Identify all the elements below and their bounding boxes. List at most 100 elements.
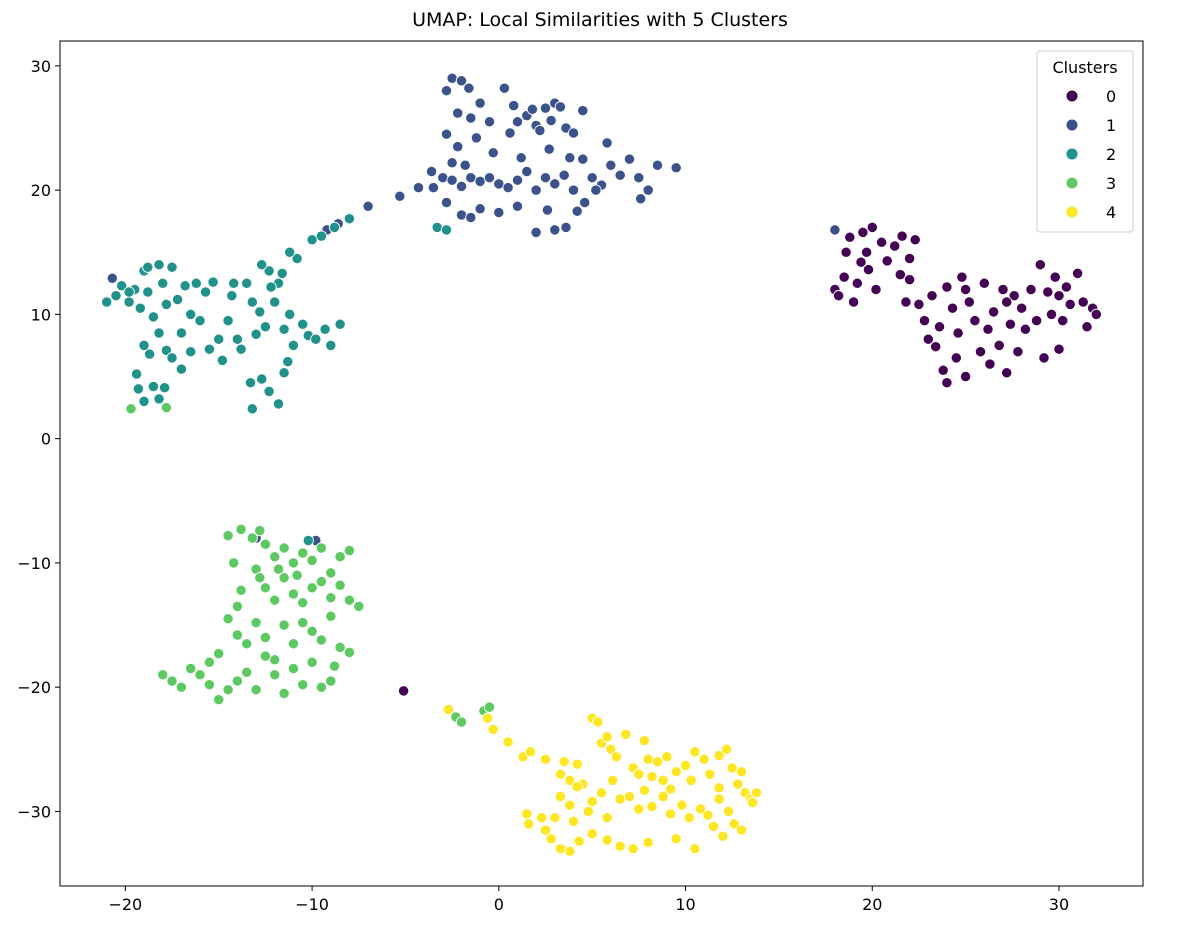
data-point-cluster-2 [115, 280, 128, 292]
data-point-cluster-4 [670, 766, 682, 778]
data-point-cluster-2 [250, 328, 262, 340]
chart-title: UMAP: Local Similarities with 5 Clusters [412, 9, 788, 31]
data-point-cluster-3 [306, 656, 318, 668]
data-point-cluster-0 [1071, 267, 1084, 280]
data-point-cluster-1 [470, 132, 483, 144]
data-point-cluster-0 [963, 296, 975, 308]
data-point-cluster-2 [235, 343, 247, 355]
legend-marker-2 [1065, 147, 1079, 161]
data-point-cluster-3 [278, 619, 290, 631]
data-point-cluster-1 [526, 103, 539, 115]
data-point-cluster-4 [536, 812, 548, 824]
data-point-cluster-2 [310, 333, 322, 345]
data-point-cluster-3 [259, 631, 272, 644]
data-point-cluster-4 [582, 805, 595, 818]
data-point-cluster-3 [297, 679, 309, 691]
data-point-cluster-4 [554, 768, 567, 780]
data-point-cluster-3 [334, 641, 346, 654]
data-point-cluster-2 [302, 534, 314, 547]
plot-frame [59, 40, 1144, 887]
data-point-cluster-1 [474, 175, 486, 188]
data-point-cluster-2 [244, 377, 257, 389]
legend: Clusters 0 1 2 3 4 [1036, 50, 1134, 233]
data-point-cluster-1 [463, 82, 475, 94]
data-point-cluster-0 [866, 221, 878, 234]
data-point-cluster-4 [702, 809, 714, 821]
data-point-cluster-0 [870, 283, 882, 296]
data-point-cluster-0 [918, 314, 931, 327]
data-point-cluster-1 [106, 272, 118, 284]
data-point-cluster-0 [1030, 314, 1043, 327]
data-point-cluster-2 [138, 339, 150, 352]
data-point-cluster-2 [278, 367, 290, 379]
data-point-cluster-4 [586, 828, 598, 840]
data-point-cluster-4 [633, 803, 645, 815]
legend-label-3: 3 [1106, 174, 1116, 193]
data-point-cluster-2 [319, 323, 331, 335]
data-point-cluster-4 [554, 790, 567, 803]
data-point-cluster-2 [297, 318, 309, 330]
data-point-cluster-1 [440, 196, 453, 209]
data-point-cluster-0 [896, 230, 908, 242]
data-point-cluster-1 [545, 114, 557, 127]
data-point-cluster-4 [571, 780, 583, 793]
data-point-cluster-3 [343, 594, 356, 606]
data-point-cluster-4 [664, 783, 677, 795]
legend-label-2: 2 [1106, 145, 1116, 164]
data-point-cluster-0 [1053, 343, 1065, 355]
data-point-cluster-1 [483, 116, 496, 128]
data-point-cluster-2 [147, 311, 160, 323]
data-point-cluster-1 [635, 193, 647, 205]
data-point-cluster-1 [465, 211, 477, 224]
data-point-cluster-0 [1064, 298, 1076, 311]
data-point-cluster-0 [860, 246, 873, 258]
data-point-cluster-1 [543, 143, 555, 155]
data-point-cluster-3 [269, 654, 281, 666]
data-point-cluster-1 [633, 172, 645, 184]
data-point-cluster-3 [306, 625, 318, 637]
data-point-cluster-1 [623, 153, 636, 165]
data-point-cluster-1 [651, 159, 664, 171]
data-point-cluster-0 [900, 296, 912, 308]
data-point-cluster-0 [1077, 296, 1089, 308]
data-point-cluster-2 [166, 352, 178, 364]
data-point-cluster-3 [287, 662, 300, 675]
data-point-cluster-0 [847, 296, 860, 308]
data-point-cluster-4 [605, 743, 617, 755]
data-point-cluster-0 [1001, 296, 1013, 308]
data-point-cluster-1 [498, 82, 511, 94]
data-point-cluster-2 [160, 344, 173, 357]
data-point-cluster-1 [567, 127, 580, 139]
data-point-cluster-1 [437, 172, 449, 184]
data-point-cluster-3 [241, 638, 253, 650]
data-point-cluster-2 [179, 280, 191, 292]
data-point-cluster-4 [713, 793, 725, 805]
data-point-cluster-3 [160, 401, 173, 414]
data-point-cluster-3 [278, 572, 290, 584]
data-point-cluster-0 [1008, 290, 1020, 302]
data-point-cluster-0 [930, 341, 942, 353]
data-point-cluster-0 [984, 358, 996, 370]
data-point-cluster-0 [857, 226, 869, 239]
legend-label-4: 4 [1106, 203, 1116, 222]
data-point-cluster-0 [838, 271, 850, 283]
data-point-cluster-0 [950, 352, 962, 364]
data-point-cluster-0 [1038, 352, 1050, 364]
data-point-cluster-3 [203, 679, 216, 691]
data-point-cluster-3 [269, 669, 281, 681]
data-point-cluster-4 [549, 812, 561, 824]
data-point-cluster-4 [610, 751, 623, 763]
data-point-cluster-3 [250, 684, 262, 696]
y-tick-label: 10 [31, 305, 51, 324]
data-point-cluster-3 [315, 575, 328, 588]
data-point-cluster-4 [571, 758, 583, 770]
data-point-cluster-4 [573, 835, 585, 847]
data-point-cluster-3 [222, 529, 234, 542]
data-point-cluster-3 [222, 613, 234, 625]
data-point-cluster-0 [1004, 318, 1017, 330]
data-point-cluster-3 [269, 551, 281, 563]
data-point-cluster-4 [661, 751, 673, 763]
data-point-cluster-4 [592, 716, 604, 728]
data-point-cluster-2 [278, 323, 290, 335]
data-point-cluster-0 [1090, 308, 1102, 321]
